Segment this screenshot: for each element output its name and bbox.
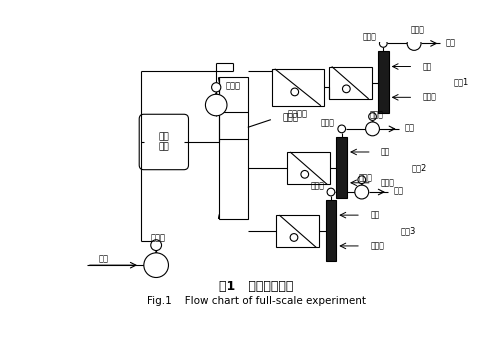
Circle shape [327, 188, 335, 196]
Circle shape [358, 176, 366, 184]
Circle shape [144, 253, 169, 277]
Circle shape [355, 185, 368, 199]
Circle shape [338, 125, 345, 133]
Bar [336, 136, 347, 198]
Circle shape [290, 233, 298, 241]
Bar [378, 51, 388, 113]
Text: 抽吸泵: 抽吸泵 [358, 174, 372, 183]
Bar [328, 67, 372, 99]
Text: 恒位水箱: 恒位水箱 [288, 109, 308, 118]
Circle shape [291, 88, 298, 96]
Text: 图1   实验工艺流程: 图1 实验工艺流程 [219, 280, 294, 293]
Text: 砂滤池: 砂滤池 [282, 113, 298, 122]
Text: 高位
水箱: 高位 水箱 [158, 132, 169, 152]
Text: 抽吸泵: 抽吸泵 [411, 25, 425, 34]
Text: 原水: 原水 [99, 254, 109, 263]
Circle shape [410, 27, 418, 35]
Text: 真空表: 真空表 [310, 181, 324, 190]
Circle shape [380, 39, 387, 47]
Circle shape [407, 37, 421, 50]
Text: 潜水泵: 潜水泵 [150, 233, 165, 242]
Circle shape [368, 113, 376, 120]
Circle shape [342, 85, 350, 93]
Text: Fig.1    Flow chart of full-scale experiment: Fig.1 Flow chart of full-scale experimen… [147, 296, 366, 306]
Text: 曝气泵: 曝气泵 [226, 81, 240, 90]
Text: 膜池: 膜池 [370, 211, 380, 220]
Text: 膜组件: 膜组件 [422, 93, 436, 102]
Circle shape [212, 83, 221, 92]
Text: 工艺1: 工艺1 [454, 77, 468, 87]
Circle shape [301, 170, 308, 178]
Text: 工艺2: 工艺2 [412, 163, 427, 172]
Bar [218, 77, 248, 219]
Bar [326, 200, 336, 261]
Text: 真空表: 真空表 [321, 118, 335, 127]
Text: 出水: 出水 [404, 124, 414, 133]
Text: 膜组件: 膜组件 [381, 178, 395, 187]
Text: 膜组件: 膜组件 [370, 242, 384, 251]
FancyBboxPatch shape [139, 114, 188, 170]
Text: 工艺3: 工艺3 [401, 226, 416, 235]
Text: 膜池: 膜池 [381, 148, 390, 156]
Circle shape [366, 122, 380, 136]
Text: 出水: 出水 [394, 187, 404, 196]
Bar [287, 152, 330, 184]
Text: 出水: 出水 [446, 38, 456, 47]
Text: 抽吸泵: 抽吸泵 [370, 111, 384, 119]
Bar [276, 215, 320, 247]
Bar [272, 69, 324, 106]
Text: 真空表: 真空表 [362, 33, 376, 42]
Circle shape [151, 240, 162, 251]
Circle shape [206, 94, 227, 116]
Text: 膜池: 膜池 [422, 62, 432, 71]
